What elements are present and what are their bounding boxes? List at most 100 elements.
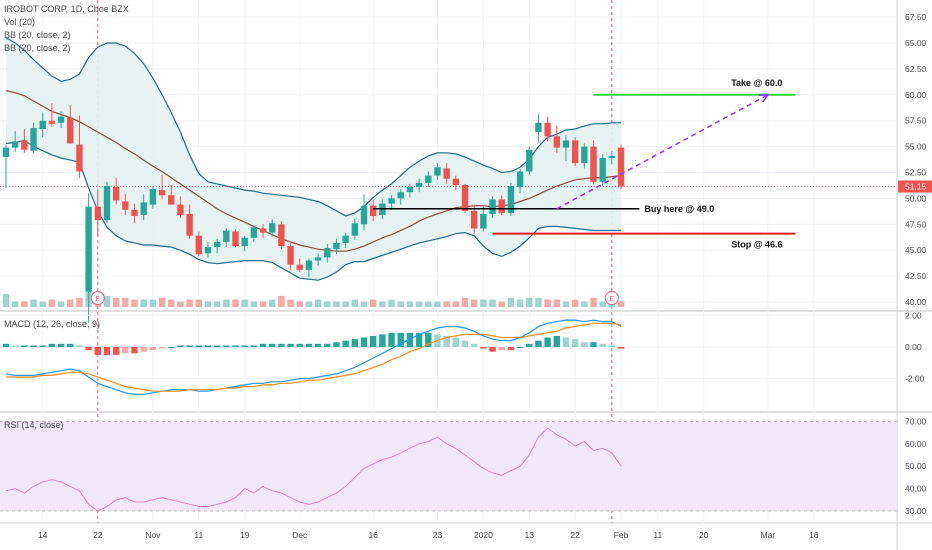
macd-histogram-bar (489, 347, 496, 352)
bb-legend-1[interactable]: BB (20, close, 2) (4, 30, 71, 40)
macd-histogram-bar (360, 337, 368, 347)
candle-body (461, 184, 469, 211)
candle-body (333, 242, 340, 250)
projection-arrow-head (758, 93, 770, 103)
volume-bar (324, 301, 331, 307)
bollinger-upper-line (5, 37, 622, 217)
candle-body (406, 187, 414, 193)
volume-bar (498, 301, 505, 307)
macd-histogram-bar (590, 342, 597, 347)
macd-histogram-bar (168, 347, 175, 348)
time-tick-label: 16 (368, 530, 378, 540)
macd-histogram-bar (379, 334, 386, 347)
macd-histogram-bar (535, 340, 542, 347)
candle-body (94, 206, 101, 221)
rsi-band (0, 421, 897, 511)
macd-legend[interactable]: MACD (12, 26, close, 9) (4, 319, 101, 329)
macd-histogram-bar (617, 347, 625, 349)
macd-histogram-bar (213, 345, 221, 347)
candle-body (30, 127, 37, 151)
volume-bar (177, 301, 184, 307)
macd-histogram-bar (571, 339, 579, 347)
rsi-legend[interactable]: RSI (14, close) (4, 420, 64, 430)
volume-bar (617, 301, 625, 307)
candle-body (278, 224, 285, 247)
volume-bar (168, 299, 175, 307)
time-tick-label: 20 (699, 530, 709, 540)
time-tick-label: Mar (761, 530, 776, 540)
macd-histogram-bar (324, 343, 331, 347)
macd-histogram-bar (140, 347, 147, 352)
candle-body (342, 235, 349, 243)
volume-bar (204, 301, 212, 307)
candle-body (324, 248, 331, 258)
earnings-marker-label: E (610, 296, 615, 303)
volume-bar (516, 299, 524, 307)
volume-bar (2, 294, 10, 307)
candle-body (305, 260, 313, 270)
candle-body (250, 227, 258, 238)
candle-body (269, 223, 276, 233)
candle-body (11, 141, 19, 148)
candle-body (452, 178, 460, 185)
candle-body (608, 155, 616, 158)
macd-histogram-bar (415, 332, 423, 347)
macd-histogram-bar (406, 332, 414, 347)
volume-bar (480, 299, 487, 307)
volume-bar (388, 299, 395, 307)
candle-body (617, 147, 625, 187)
macd-signal-line (6, 322, 622, 392)
candle-body (122, 201, 129, 210)
price-tick-label: 55.00 (905, 142, 927, 152)
macd-histogram-bar (351, 339, 359, 347)
symbol-title[interactable]: IROBOT CORP, 1D, Cboe BZX (4, 4, 129, 14)
volume-bar (112, 297, 120, 307)
volume-bar (140, 299, 147, 307)
price-tick-label: 62.50 (905, 64, 927, 74)
macd-histogram-bar (498, 347, 505, 351)
macd-histogram-bar (241, 345, 248, 347)
candle-body (553, 136, 560, 148)
candle-body (241, 237, 248, 247)
candle-body (535, 122, 542, 133)
candle-body (287, 246, 294, 265)
macd-histogram-bar (177, 345, 184, 347)
macd-histogram-bar (232, 345, 239, 347)
macd-histogram-bar (526, 343, 533, 347)
macd-histogram-bar (158, 347, 166, 349)
volume-bar (223, 299, 230, 307)
candle-body (140, 202, 147, 215)
price-tick-label: 52.50 (905, 168, 927, 178)
price-tick-label: 65.00 (905, 38, 927, 48)
candle-body (443, 168, 450, 179)
entry-label: Buy here @ 49.0 (644, 204, 714, 214)
price-tick-label: 45.00 (905, 245, 927, 255)
volume-bar (149, 299, 157, 307)
macd-histogram-bar (305, 343, 313, 347)
volume-bar (278, 295, 285, 307)
price-tick-label: 42.50 (905, 271, 927, 281)
volume-bar (241, 299, 248, 307)
bb-legend-2[interactable]: BB (20, close, 2) (4, 43, 71, 53)
macd-histogram-bar (223, 345, 230, 347)
volume-bar (11, 301, 19, 307)
candle-body (213, 241, 221, 248)
macd-histogram-bar (204, 345, 212, 347)
volume-legend[interactable]: Vol (20) (4, 17, 36, 27)
volume-bar (470, 299, 478, 307)
macd-histogram-bar (269, 343, 276, 347)
macd-histogram-bar (443, 335, 450, 347)
volume-bar (333, 301, 340, 307)
candle-body (158, 190, 166, 196)
candle-body (370, 205, 377, 217)
macd-histogram-bar (608, 345, 616, 347)
volume-bar (269, 299, 276, 307)
candle-body (186, 213, 193, 236)
macd-histogram-bar (131, 347, 138, 354)
rsi-tick-label: 40.00 (905, 484, 927, 494)
candle-body (470, 210, 478, 229)
candle-body (360, 205, 368, 225)
time-tick-label: 11 (653, 530, 662, 540)
macd-histogram-bar (122, 347, 129, 354)
